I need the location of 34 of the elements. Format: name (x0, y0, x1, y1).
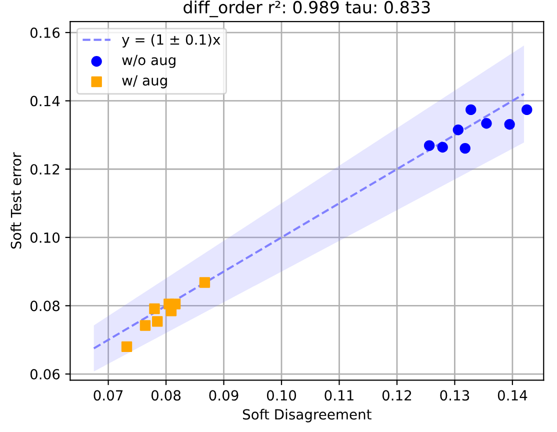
legend-label: w/o aug (122, 54, 176, 68)
point (466, 104, 476, 116)
y-tick-label: 0.12 (30, 164, 60, 175)
x-tick-label: 0.07 (94, 390, 123, 401)
point (152, 316, 163, 327)
point (199, 277, 210, 288)
point (170, 298, 181, 310)
x-tick-label: 0.12 (382, 390, 412, 401)
x-tick-label: 0.09 (209, 390, 238, 401)
point (504, 119, 515, 130)
point (140, 320, 151, 331)
y-tick-label: 0.16 (30, 27, 60, 38)
legend-label: w/ aug (122, 75, 167, 88)
point (424, 140, 435, 151)
point (460, 142, 470, 154)
y-tick-label: 0.08 (30, 300, 60, 312)
point (121, 341, 132, 352)
y-tick-label: 0.10 (30, 232, 60, 243)
x-tick-label: 0.11 (324, 390, 354, 401)
chart-title: diff_order r²: 0.989 tau: 0.833 (184, 0, 430, 18)
point (149, 303, 160, 314)
y-tick-label: 0.06 (30, 368, 60, 380)
x-tick-label: 0.10 (266, 390, 296, 401)
legend-label: y = (1 ± 0.1)x (122, 34, 220, 48)
y-tick-label: 0.14 (30, 96, 60, 106)
x-tick-label: 0.08 (151, 390, 181, 401)
x-tick-label: 0.13 (440, 390, 470, 401)
point (452, 124, 464, 136)
x-tick-label: 0.14 (498, 390, 528, 401)
x-axis-title: Soft Disagreement (242, 408, 372, 422)
y-axis-title: Soft Test error (10, 152, 22, 249)
point (522, 104, 532, 116)
point (481, 118, 492, 129)
point (437, 142, 448, 153)
